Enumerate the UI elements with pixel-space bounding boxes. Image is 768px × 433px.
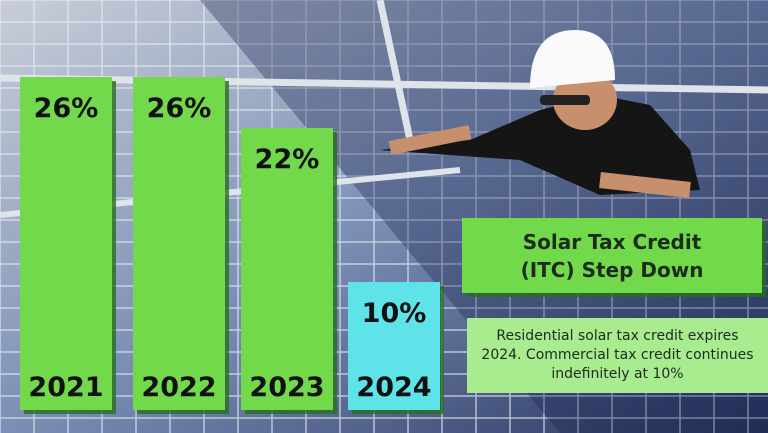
value-label: 10% (361, 298, 427, 329)
value-label: 26% (33, 93, 99, 125)
bar (20, 77, 112, 410)
bar (348, 282, 440, 410)
x-tick-label: 2022 (141, 372, 217, 403)
bar (241, 128, 333, 410)
x-tick-label: 2023 (249, 372, 325, 403)
value-label: 26% (146, 93, 212, 125)
chart-title: Solar Tax Credit (ITC) Step Down (462, 218, 762, 293)
annotation: Residential solar tax credit expires 202… (467, 318, 768, 393)
worker (380, 30, 700, 198)
bar (133, 77, 225, 410)
x-tick-label: 2021 (28, 372, 104, 403)
value-label: 22% (254, 144, 320, 176)
x-tick-label: 2024 (356, 372, 432, 403)
